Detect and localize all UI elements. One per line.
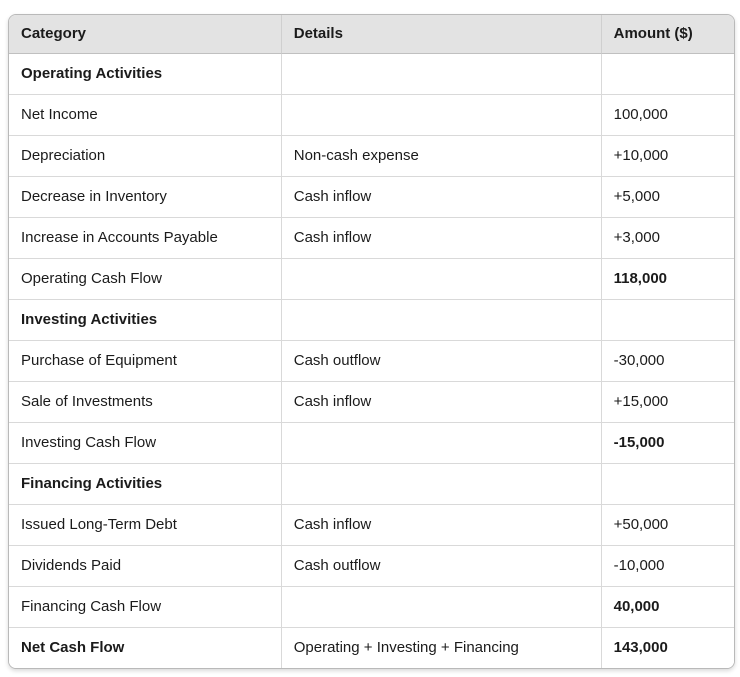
category-cell: Net Cash Flow bbox=[9, 627, 281, 668]
header-row: Category Details Amount ($) bbox=[9, 15, 734, 54]
amount-cell: +50,000 bbox=[600, 504, 734, 545]
details-cell: Operating + Investing + Financing bbox=[280, 627, 601, 668]
table-row: Investing Cash Flow -15,000 bbox=[9, 422, 734, 463]
category-cell: Purchase of Equipment bbox=[9, 340, 281, 381]
details-cell: Cash outflow bbox=[280, 340, 601, 381]
details-cell bbox=[280, 299, 601, 340]
table-row: Financing Cash Flow 40,000 bbox=[9, 586, 734, 627]
amount-cell: +3,000 bbox=[600, 217, 734, 258]
category-cell: Investing Cash Flow bbox=[9, 422, 281, 463]
table-header: Category Details Amount ($) bbox=[9, 15, 734, 54]
details-cell: Non-cash expense bbox=[280, 135, 601, 176]
column-header-category: Category bbox=[9, 15, 281, 54]
details-cell bbox=[280, 463, 601, 504]
table-row: Depreciation Non-cash expense +10,000 bbox=[9, 135, 734, 176]
details-cell: Cash outflow bbox=[280, 545, 601, 586]
category-cell: Sale of Investments bbox=[9, 381, 281, 422]
table-row: Sale of Investments Cash inflow +15,000 bbox=[9, 381, 734, 422]
table-row: Operating Activities bbox=[9, 54, 734, 94]
details-cell bbox=[280, 258, 601, 299]
column-header-amount: Amount ($) bbox=[600, 15, 734, 54]
amount-cell: -10,000 bbox=[600, 545, 734, 586]
category-cell: Increase in Accounts Payable bbox=[9, 217, 281, 258]
category-cell: Financing Cash Flow bbox=[9, 586, 281, 627]
category-cell: Operating Cash Flow bbox=[9, 258, 281, 299]
amount-cell: +15,000 bbox=[600, 381, 734, 422]
category-cell: Depreciation bbox=[9, 135, 281, 176]
table-row: Decrease in Inventory Cash inflow +5,000 bbox=[9, 176, 734, 217]
amount-cell: 100,000 bbox=[600, 94, 734, 135]
table-row: Operating Cash Flow 118,000 bbox=[9, 258, 734, 299]
category-cell: Financing Activities bbox=[9, 463, 281, 504]
amount-cell: 118,000 bbox=[600, 258, 734, 299]
column-header-details: Details bbox=[280, 15, 601, 54]
category-cell: Net Income bbox=[9, 94, 281, 135]
category-cell: Issued Long-Term Debt bbox=[9, 504, 281, 545]
table-body: Operating Activities Net Income 100,000 Dep… bbox=[9, 54, 734, 668]
details-cell: Cash inflow bbox=[280, 176, 601, 217]
table-row: Dividends Paid Cash outflow -10,000 bbox=[9, 545, 734, 586]
details-cell bbox=[280, 54, 601, 94]
amount-cell: +10,000 bbox=[600, 135, 734, 176]
amount-cell: 143,000 bbox=[600, 627, 734, 668]
category-cell: Investing Activities bbox=[9, 299, 281, 340]
cash-flow-table: Category Details Amount ($) Operating Ac… bbox=[9, 15, 734, 668]
details-cell bbox=[280, 586, 601, 627]
details-cell bbox=[280, 94, 601, 135]
table-row: Purchase of Equipment Cash outflow -30,000 bbox=[9, 340, 734, 381]
amount-cell bbox=[600, 54, 734, 94]
table-row: Investing Activities bbox=[9, 299, 734, 340]
amount-cell bbox=[600, 299, 734, 340]
amount-cell: -30,000 bbox=[600, 340, 734, 381]
table-row: Net Income 100,000 bbox=[9, 94, 734, 135]
amount-cell: 40,000 bbox=[600, 586, 734, 627]
table-row: Issued Long-Term Debt Cash inflow +50,000 bbox=[9, 504, 734, 545]
category-cell: Dividends Paid bbox=[9, 545, 281, 586]
cash-flow-table-container: Category Details Amount ($) Operating Ac… bbox=[8, 14, 735, 669]
table-row: Net Cash Flow Operating + Investing + Fin… bbox=[9, 627, 734, 668]
amount-cell: +5,000 bbox=[600, 176, 734, 217]
category-cell: Decrease in Inventory bbox=[9, 176, 281, 217]
table-row: Financing Activities bbox=[9, 463, 734, 504]
table-row: Increase in Accounts Payable Cash inflow +… bbox=[9, 217, 734, 258]
details-cell: Cash inflow bbox=[280, 381, 601, 422]
details-cell bbox=[280, 422, 601, 463]
amount-cell: -15,000 bbox=[600, 422, 734, 463]
amount-cell bbox=[600, 463, 734, 504]
details-cell: Cash inflow bbox=[280, 504, 601, 545]
details-cell: Cash inflow bbox=[280, 217, 601, 258]
category-cell: Operating Activities bbox=[9, 54, 281, 94]
